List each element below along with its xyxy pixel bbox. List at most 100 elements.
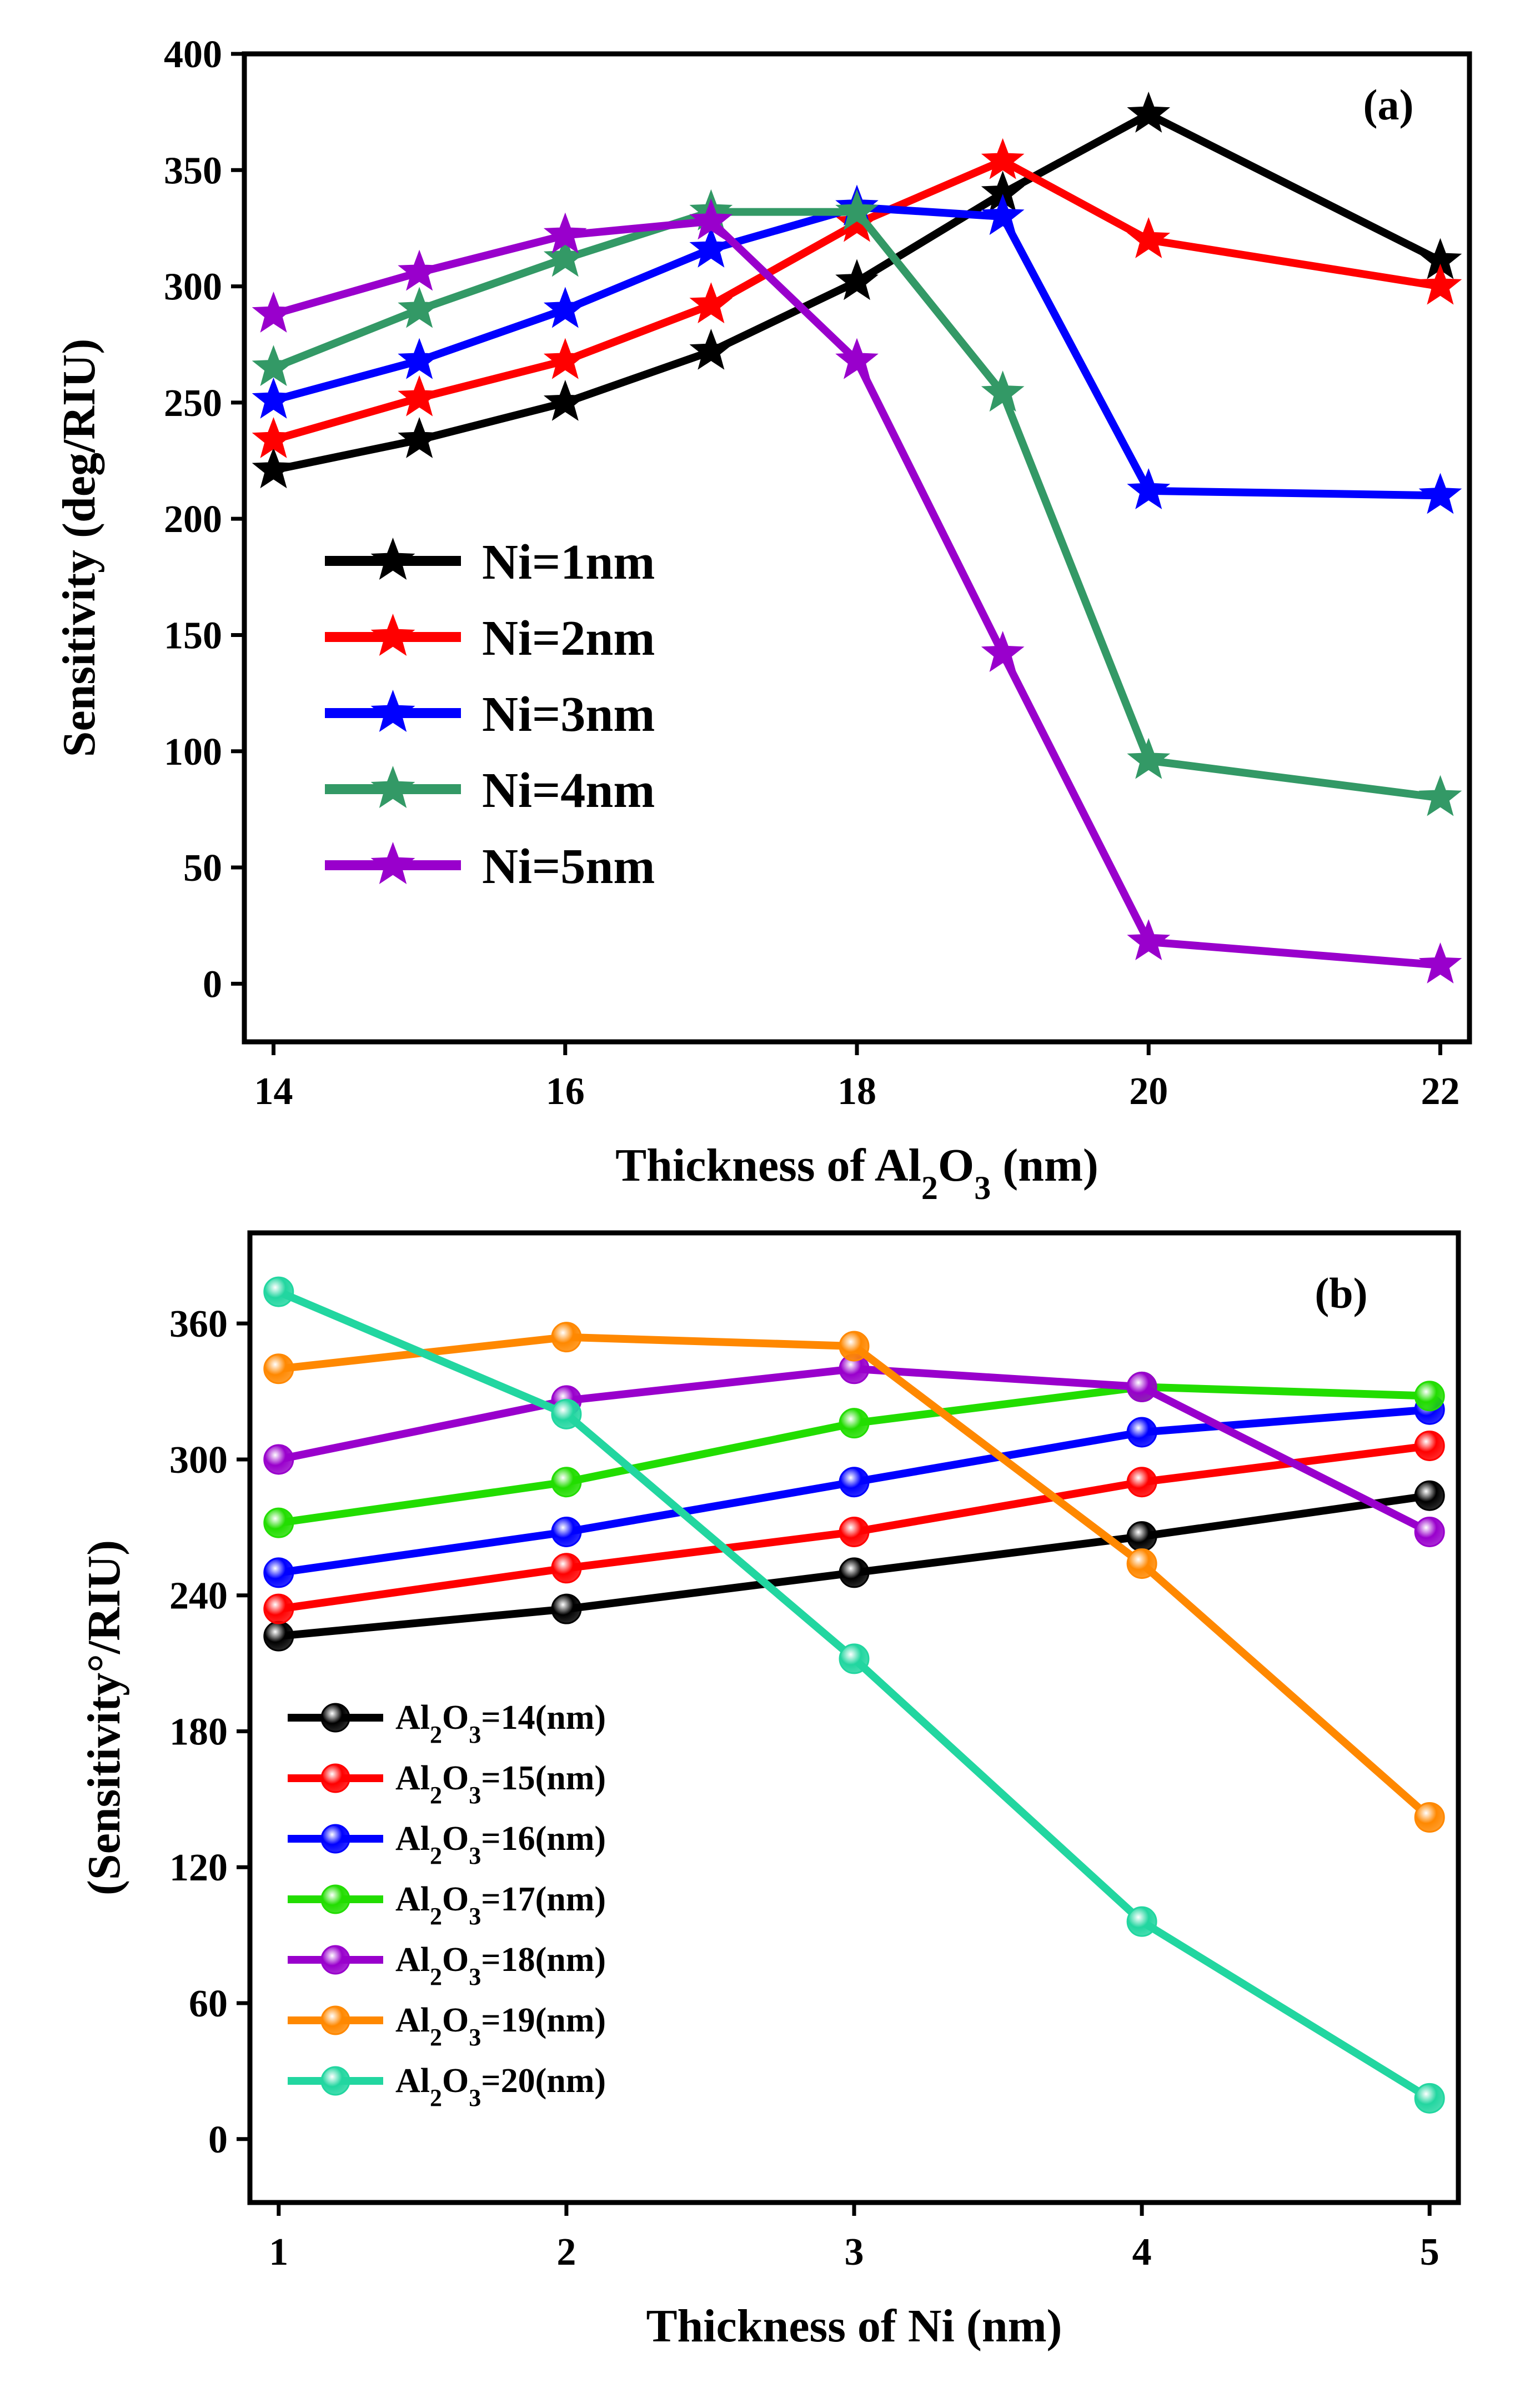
data-point	[551, 1467, 582, 1498]
y-tick-label: 180	[169, 1710, 228, 1753]
data-point	[981, 138, 1025, 179]
data-point	[835, 200, 879, 242]
series-4	[263, 1371, 1445, 1538]
legend-label: Ni=4nm	[482, 763, 655, 818]
x-tick-label: 14	[254, 1070, 293, 1113]
panel-a: 14 16 18 20 22 0 50 100 150 200 250 300 350 400 Thickn…	[53, 33, 1472, 1206]
series-line	[278, 1383, 1430, 1527]
y-tick-label: 0	[203, 963, 222, 1006]
series-5	[252, 198, 1462, 984]
data-point	[1126, 1906, 1157, 1937]
x-tick-label: 5	[1420, 2231, 1439, 2274]
legend-label: Ni=2nm	[482, 611, 655, 666]
series-line	[272, 203, 1441, 500]
data-point	[263, 1507, 294, 1538]
data-point	[1127, 91, 1171, 133]
y-tick-label: 400	[164, 33, 222, 76]
data-point	[1414, 1516, 1445, 1547]
data-point	[839, 1557, 870, 1588]
x-tick-label: 16	[546, 1070, 585, 1113]
series-3	[263, 1394, 1445, 1588]
y-tick-label: 0	[208, 2119, 228, 2161]
y-tick-label: 150	[164, 614, 222, 657]
legend-marker	[320, 1824, 350, 1854]
data-point	[839, 1643, 870, 1674]
data-point	[1126, 1417, 1157, 1448]
series-line	[273, 110, 1442, 474]
legend-marker	[370, 690, 415, 732]
data-point	[543, 338, 587, 379]
legend-marker	[320, 1945, 350, 1975]
data-point	[252, 291, 295, 333]
panel-label: (a)	[1363, 81, 1414, 129]
legend-label: Al2O3=18(nm)	[395, 1941, 606, 1990]
data-point	[543, 235, 587, 277]
data-point	[839, 1516, 870, 1547]
y-tick-label: 200	[164, 498, 222, 541]
data-point	[398, 338, 442, 379]
x-tick-label: 1	[269, 2231, 288, 2274]
data-point	[551, 1516, 582, 1547]
y-tick-label: 300	[169, 1439, 228, 1482]
series-1	[252, 91, 1462, 489]
data-point	[263, 1593, 294, 1624]
data-point	[1414, 1381, 1445, 1412]
legend-marker	[370, 614, 415, 656]
data-point	[1127, 468, 1171, 510]
y-axis-title: Sensitivity (deg/RIU)	[53, 339, 105, 757]
data-point	[263, 1353, 294, 1384]
series-2	[252, 138, 1462, 458]
y-tick-label: 360	[169, 1303, 228, 1346]
data-point	[252, 417, 295, 458]
legend-label: Al2O3=17(nm)	[395, 1880, 606, 1930]
data-point	[263, 1557, 294, 1588]
data-point	[252, 345, 295, 387]
data-point	[981, 370, 1025, 412]
x-tick-label: 3	[845, 2231, 864, 2274]
data-point	[1414, 1480, 1445, 1511]
legend-marker	[320, 1703, 350, 1733]
x-axis-title: Thickness of Ni (nm)	[646, 2300, 1062, 2352]
data-point	[1414, 1802, 1445, 1833]
data-point	[398, 287, 442, 328]
y-tick-label: 120	[169, 1847, 228, 1889]
data-point	[835, 259, 879, 300]
panel-label: (b)	[1315, 1269, 1367, 1317]
legend-marker	[370, 766, 415, 808]
series-7	[263, 1276, 1445, 2114]
legend-label: Al2O3=19(nm)	[395, 2001, 606, 2051]
y-tick-label: 240	[169, 1575, 228, 1618]
data-point	[1127, 217, 1171, 258]
data-point	[543, 287, 587, 328]
data-point	[398, 249, 442, 291]
y-tick-label: 350	[164, 149, 222, 192]
legend-label: Al2O3=15(nm)	[395, 1759, 606, 1809]
data-point	[1418, 263, 1462, 305]
y-tick-label: 60	[189, 1983, 228, 2025]
data-point	[252, 447, 295, 489]
data-point	[252, 377, 295, 419]
panel-b: 1 2 3 4 5 0 60 120 180 240 300 360 Thickness of Ni (…	[78, 1230, 1461, 2352]
data-point	[689, 198, 733, 240]
legend-marker	[320, 1763, 350, 1793]
data-point	[263, 1444, 294, 1475]
x-tick-label: 18	[837, 1070, 876, 1113]
legend-marker	[320, 1884, 350, 1914]
y-axis-title: (Sensitivity°/RIU)	[78, 1540, 130, 1895]
y-tick-label: 300	[164, 266, 222, 309]
legend-marker	[370, 538, 415, 580]
data-point	[1126, 1467, 1157, 1498]
data-point	[551, 1322, 582, 1353]
legend-label: Ni=1nm	[482, 535, 655, 590]
legend-label: Al2O3=20(nm)	[395, 2062, 606, 2111]
data-point	[981, 631, 1025, 673]
data-point	[398, 375, 442, 417]
x-tick-label: 2	[556, 2231, 576, 2274]
legend-marker	[370, 842, 415, 884]
x-tick-label: 22	[1421, 1070, 1459, 1113]
data-point	[981, 194, 1025, 235]
data-point	[1418, 473, 1462, 514]
legend-label: Al2O3=14(nm)	[395, 1699, 606, 1748]
y-tick-label: 250	[164, 382, 222, 425]
